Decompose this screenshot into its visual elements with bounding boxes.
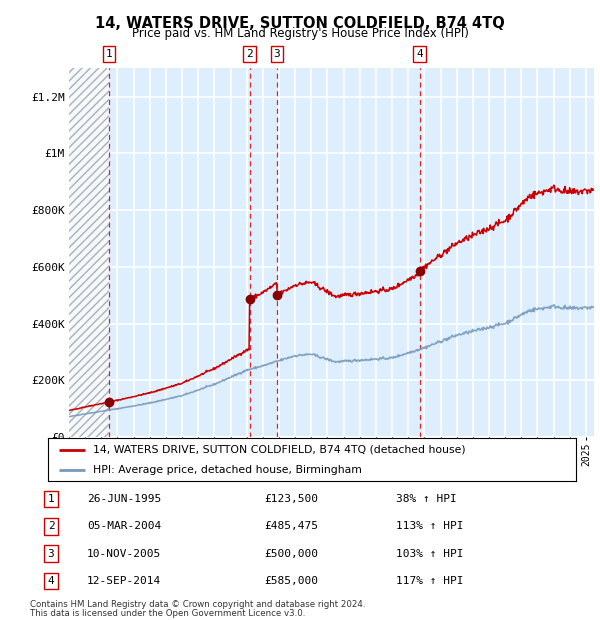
Text: 10-NOV-2005: 10-NOV-2005 bbox=[87, 549, 161, 559]
Text: 38% ↑ HPI: 38% ↑ HPI bbox=[396, 494, 457, 504]
Text: £485,475: £485,475 bbox=[264, 521, 318, 531]
Text: HPI: Average price, detached house, Birmingham: HPI: Average price, detached house, Birm… bbox=[93, 465, 362, 475]
Text: 05-MAR-2004: 05-MAR-2004 bbox=[87, 521, 161, 531]
Text: 4: 4 bbox=[416, 49, 423, 59]
Text: 2: 2 bbox=[246, 49, 253, 59]
Text: 103% ↑ HPI: 103% ↑ HPI bbox=[396, 549, 463, 559]
Text: This data is licensed under the Open Government Licence v3.0.: This data is licensed under the Open Gov… bbox=[30, 608, 305, 618]
Text: 4: 4 bbox=[47, 576, 55, 586]
Text: 12-SEP-2014: 12-SEP-2014 bbox=[87, 576, 161, 586]
Text: 3: 3 bbox=[274, 49, 280, 59]
Text: £123,500: £123,500 bbox=[264, 494, 318, 504]
Text: 2: 2 bbox=[47, 521, 55, 531]
Text: Contains HM Land Registry data © Crown copyright and database right 2024.: Contains HM Land Registry data © Crown c… bbox=[30, 600, 365, 609]
Text: £585,000: £585,000 bbox=[264, 576, 318, 586]
Bar bbox=[69, 68, 109, 437]
Text: 117% ↑ HPI: 117% ↑ HPI bbox=[396, 576, 463, 586]
Text: 14, WATERS DRIVE, SUTTON COLDFIELD, B74 4TQ (detached house): 14, WATERS DRIVE, SUTTON COLDFIELD, B74 … bbox=[93, 445, 466, 454]
Text: 1: 1 bbox=[47, 494, 55, 504]
Text: 26-JUN-1995: 26-JUN-1995 bbox=[87, 494, 161, 504]
Text: £500,000: £500,000 bbox=[264, 549, 318, 559]
Text: 3: 3 bbox=[47, 549, 55, 559]
Text: 113% ↑ HPI: 113% ↑ HPI bbox=[396, 521, 463, 531]
Text: Price paid vs. HM Land Registry's House Price Index (HPI): Price paid vs. HM Land Registry's House … bbox=[131, 27, 469, 40]
Text: 1: 1 bbox=[106, 49, 113, 59]
Text: 14, WATERS DRIVE, SUTTON COLDFIELD, B74 4TQ: 14, WATERS DRIVE, SUTTON COLDFIELD, B74 … bbox=[95, 16, 505, 30]
